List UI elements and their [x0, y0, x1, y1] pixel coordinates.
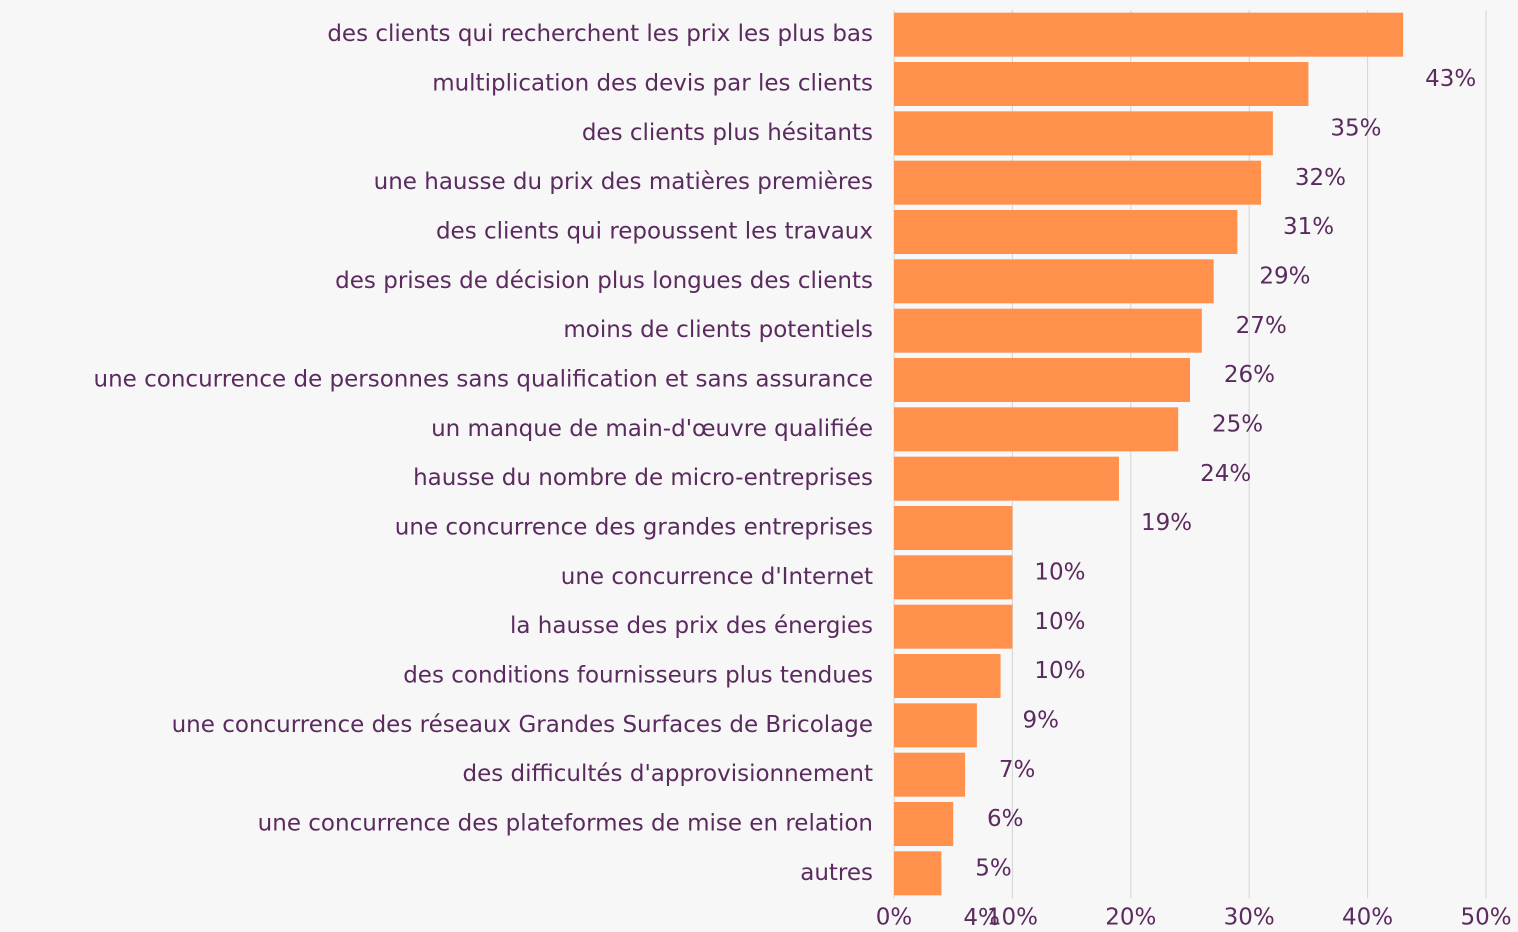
- y-tick-label: une concurrence d'Internet: [561, 564, 873, 590]
- y-tick-label: des clients qui recherchent les prix les…: [327, 21, 873, 47]
- y-tick-label: une concurrence des réseaux Grandes Surf…: [172, 712, 873, 738]
- y-tick-label: des clients plus hésitants: [582, 120, 873, 146]
- bar: [894, 259, 1214, 304]
- bar: [894, 604, 1013, 649]
- y-tick-label: une concurrence des plateformes de mise …: [258, 811, 873, 837]
- bar: [894, 160, 1262, 205]
- bar: [894, 407, 1179, 452]
- value-label: 29%: [1259, 264, 1310, 290]
- y-tick-label: des difficultés d'approvisionnement: [463, 761, 874, 787]
- value-label: 10%: [1034, 609, 1085, 635]
- x-tick-label: 20%: [1105, 905, 1156, 931]
- y-tick-label: une concurrence de personnes sans qualif…: [94, 367, 873, 393]
- bar: [894, 555, 1013, 600]
- bar: [894, 456, 1119, 501]
- value-label: 27%: [1236, 313, 1287, 339]
- y-tick-label: un manque de main-d'œuvre qualifiée: [431, 416, 873, 442]
- value-label: 31%: [1283, 214, 1334, 240]
- bar: [894, 802, 954, 846]
- value-label: 4%: [963, 905, 1000, 931]
- bar: [894, 308, 1202, 353]
- value-label: 6%: [987, 806, 1024, 832]
- value-label: 24%: [1200, 461, 1251, 487]
- bar: [894, 506, 1013, 550]
- y-tick-label: hausse du nombre de micro-entreprises: [413, 465, 873, 491]
- bar: [894, 703, 977, 748]
- x-tick-label: 10%: [987, 905, 1038, 931]
- bar: [894, 210, 1238, 254]
- value-label: 35%: [1330, 116, 1381, 142]
- x-tick-label: 0%: [876, 905, 913, 931]
- value-label: 10%: [1034, 658, 1085, 684]
- y-tick-label: multiplication des devis par les clients: [432, 71, 873, 97]
- y-tick-label: une concurrence des grandes entreprises: [395, 515, 873, 541]
- value-label: 9%: [1023, 708, 1060, 734]
- bar: [894, 62, 1309, 106]
- x-tick-label: 50%: [1460, 905, 1511, 931]
- bar: [894, 851, 942, 896]
- bar: [894, 752, 966, 797]
- bar: [894, 111, 1273, 156]
- x-tick-label: 40%: [1342, 905, 1393, 931]
- y-tick-label: autres: [800, 860, 873, 886]
- value-label: 25%: [1212, 412, 1263, 438]
- y-tick-label: une hausse du prix des matières première…: [374, 169, 873, 195]
- value-label: 5%: [975, 856, 1012, 882]
- y-tick-label: moins de clients potentiels: [563, 317, 873, 343]
- bar: [894, 654, 1001, 698]
- bar: [894, 358, 1190, 402]
- y-tick-label: des clients qui repoussent les travaux: [436, 219, 873, 245]
- value-label: 26%: [1224, 362, 1275, 388]
- value-label: 10%: [1034, 560, 1085, 586]
- y-tick-label: la hausse des prix des énergies: [510, 613, 873, 639]
- x-tick-label: 30%: [1224, 905, 1275, 931]
- y-tick-label: des prises de décision plus longues des …: [335, 268, 873, 294]
- value-label: 19%: [1141, 510, 1192, 536]
- value-label: 32%: [1295, 165, 1346, 191]
- value-label: 7%: [999, 757, 1036, 783]
- bar: [894, 12, 1404, 57]
- value-label: 43%: [1425, 66, 1476, 92]
- y-tick-label: des conditions fournisseurs plus tendues: [403, 663, 873, 689]
